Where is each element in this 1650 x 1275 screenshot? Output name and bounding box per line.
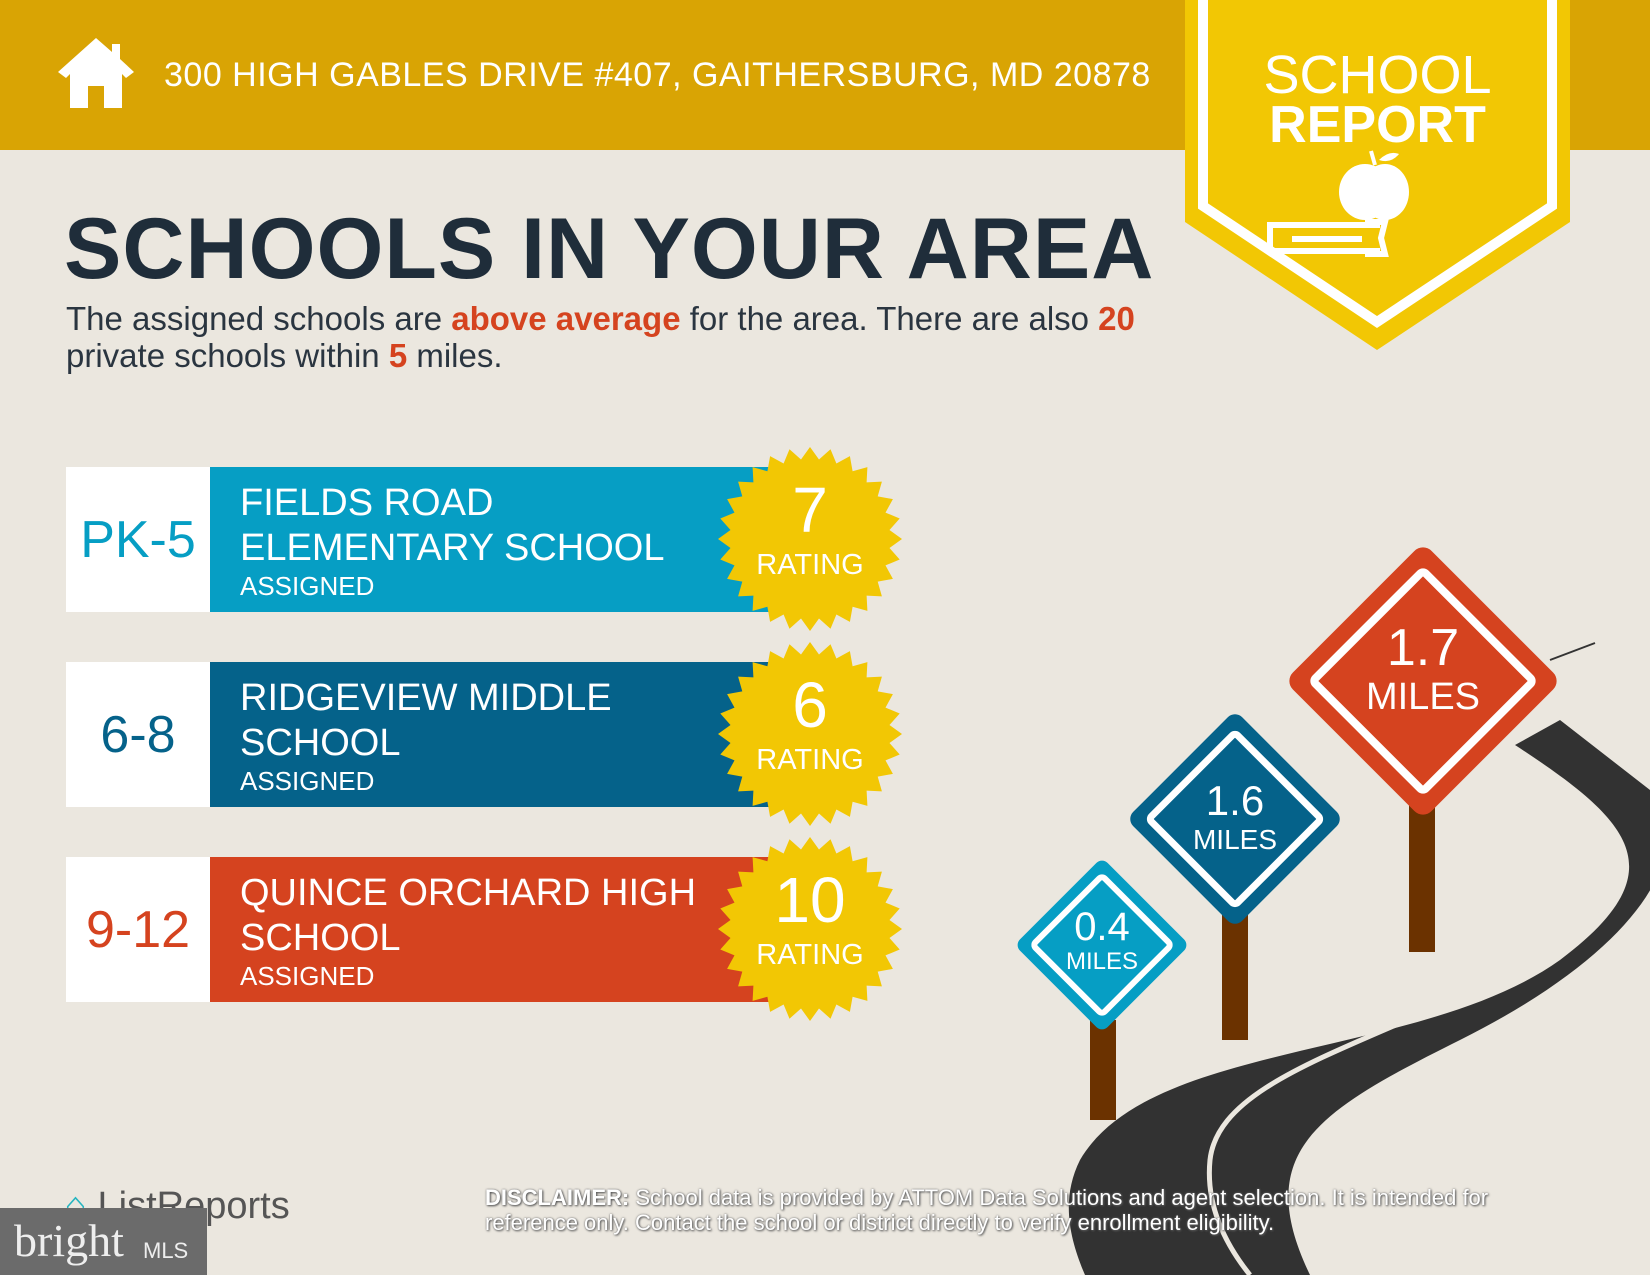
school-row: PK-5 FIELDS ROAD ELEMENTARY SCHOOL ASSIGNE… [66, 467, 790, 612]
school-info: RIDGEVIEW MIDDLE SCHOOL ASSIGNED [210, 662, 790, 807]
school-row: 9-12 QUINCE ORCHARD HIGH SCHOOL ASSIGNED [66, 857, 790, 1002]
bright-mls-logo: bright MLS [0, 1208, 207, 1275]
rating-badge: 7 RATING [718, 447, 902, 631]
school-row: 6-8 RIDGEVIEW MIDDLE SCHOOL ASSIGNED [66, 662, 790, 807]
property-address: 300 HIGH GABLES DRIVE #407, GAITHERSBURG… [164, 56, 1151, 94]
sign-distance-high: 1.7 MILES [1365, 619, 1481, 718]
school-info: QUINCE ORCHARD HIGH SCHOOL ASSIGNED [210, 857, 790, 1002]
assigned-label: ASSIGNED [240, 766, 375, 796]
road [1068, 720, 1650, 1275]
grade-range: 6-8 [66, 662, 210, 807]
house-icon [58, 38, 134, 108]
distance-sign-high [1289, 547, 1557, 815]
rating-badge: 6 RATING [718, 642, 902, 826]
starburst-icon [718, 447, 902, 631]
distance-sign-elementary [1017, 860, 1187, 1030]
grade-range: PK-5 [66, 467, 210, 612]
page-title: SCHOOLS IN YOUR AREA [64, 201, 1155, 297]
badge-line1: SCHOOL [1263, 45, 1492, 105]
badge-line2: REPORT [1269, 96, 1486, 154]
apple-on-book-icon [1267, 150, 1409, 257]
sign-distance-elementary: 0.4 MILES [1065, 905, 1139, 975]
starburst-icon [718, 642, 902, 826]
grade-range: 9-12 [66, 857, 210, 1002]
school-report-badge [1185, 0, 1570, 350]
assigned-label: ASSIGNED [240, 961, 375, 991]
rating-badge: 10 RATING [718, 837, 902, 1021]
disclaimer: DISCLAIMER: School data is provided by A… [485, 1185, 1489, 1235]
school-info: FIELDS ROAD ELEMENTARY SCHOOL ASSIGNED [210, 467, 790, 612]
distance-sign-middle [1130, 714, 1340, 924]
sign-distance-middle: 1.6 MILES [1192, 777, 1278, 856]
assigned-label: ASSIGNED [240, 571, 375, 601]
starburst-icon [718, 837, 902, 1021]
subtitle: The assigned schools are above average f… [66, 300, 1135, 374]
